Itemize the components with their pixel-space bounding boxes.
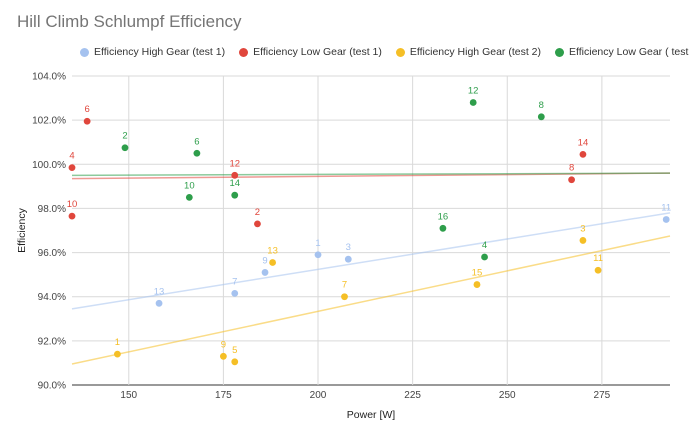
data-point[interactable]	[473, 281, 481, 288]
data-label: 14	[229, 178, 240, 189]
data-point[interactable]	[231, 191, 239, 199]
y-tick-label: 104.0%	[32, 72, 66, 83]
legend-marker	[239, 47, 249, 57]
y-axis-title: Efficiency	[16, 207, 28, 252]
legend-item-low-gear-test1[interactable]: Efficiency Low Gear (test 1)	[239, 46, 382, 58]
legend-label: Efficiency Low Gear ( test 2)	[569, 46, 690, 58]
data-label: 2	[122, 131, 127, 142]
data-label: 13	[267, 246, 278, 257]
data-label: 10	[67, 199, 78, 210]
x-tick-label: 200	[310, 390, 327, 401]
trendline-series-0	[71, 212, 671, 310]
data-point[interactable]	[121, 144, 129, 152]
x-axis-title: Power [W]	[347, 409, 396, 421]
legend-label: Efficiency Low Gear (test 1)	[253, 46, 382, 58]
data-point[interactable]	[155, 299, 163, 307]
data-label: 4	[482, 240, 487, 251]
data-label: 16	[438, 211, 449, 222]
data-label: 2	[255, 207, 260, 218]
data-label: 6	[84, 104, 89, 115]
grid	[72, 75, 670, 386]
data-point[interactable]	[537, 113, 545, 121]
data-point[interactable]	[481, 253, 488, 261]
data-label: 3	[580, 223, 585, 234]
data-label: 9	[221, 339, 226, 350]
data-label: 7	[342, 280, 347, 291]
x-tick-label: 150	[120, 390, 137, 401]
x-tick-label: 225	[404, 390, 421, 401]
data-point[interactable]	[469, 99, 477, 106]
y-tick-label: 102.0%	[32, 116, 66, 127]
data-point[interactable]	[439, 224, 447, 232]
trendlines	[71, 172, 671, 365]
data-point[interactable]	[219, 352, 227, 360]
legend-item-high-gear-test1[interactable]: Efficiency High Gear (test 1)	[80, 46, 225, 58]
legend-label: Efficiency High Gear (test 2)	[409, 46, 541, 58]
legend-label: Efficiency High Gear (test 1)	[94, 46, 226, 58]
data-point[interactable]	[193, 149, 201, 157]
data-label: 6	[194, 136, 199, 147]
data-label: 11	[593, 253, 603, 264]
data-point[interactable]	[254, 220, 261, 228]
data-point[interactable]	[68, 212, 76, 220]
y-tick-label: 100.0%	[32, 160, 66, 171]
y-tick-label: 98.0%	[38, 204, 66, 215]
y-tick-label: 90.0%	[38, 381, 66, 392]
chart-legend: Efficiency High Gear (test 1) Efficiency…	[80, 46, 690, 58]
y-tick-label: 96.0%	[38, 248, 66, 259]
data-point[interactable]	[68, 164, 76, 171]
legend-marker	[80, 47, 89, 57]
data-label: 13	[154, 286, 165, 297]
legend-item-high-gear-test2[interactable]: Efficiency High Gear (test 2)	[395, 46, 541, 58]
data-point[interactable]	[594, 266, 602, 274]
trendline-series-3	[71, 172, 671, 177]
data-point[interactable]	[185, 193, 193, 201]
data-point[interactable]	[114, 350, 121, 358]
axes: 90.0%92.0%94.0%96.0%98.0%100.0%102.0%104…	[32, 72, 611, 402]
data-label: 12	[468, 85, 479, 96]
x-tick-label: 175	[215, 390, 232, 401]
data-label: 12	[229, 158, 240, 169]
data-point[interactable]	[231, 290, 239, 297]
data-label: 9	[262, 255, 267, 266]
y-tick-label: 94.0%	[38, 292, 66, 303]
data-point[interactable]	[579, 237, 587, 244]
data-point[interactable]	[231, 358, 239, 366]
data-label: 1	[315, 238, 320, 249]
chart-title: Hill Climb Schlumpf Efficiency	[17, 12, 242, 31]
x-tick-label: 275	[594, 390, 611, 401]
y-tick-label: 92.0%	[38, 336, 66, 347]
data-point[interactable]	[579, 150, 587, 158]
data-point[interactable]	[344, 255, 352, 263]
data-label: 15	[472, 268, 483, 279]
data-point[interactable]	[568, 176, 575, 184]
legend-marker	[555, 47, 564, 57]
data-point[interactable]	[314, 251, 322, 259]
data-label: 8	[569, 163, 574, 174]
data-label: 3	[346, 242, 351, 253]
data-label: 8	[539, 100, 544, 111]
x-tick-label: 250	[499, 390, 516, 401]
data-label: 5	[232, 345, 237, 356]
data-label: 14	[578, 137, 589, 148]
data-point[interactable]	[269, 259, 276, 266]
data-label: 4	[69, 151, 74, 162]
data-label: 7	[232, 276, 237, 287]
legend-marker	[395, 47, 405, 57]
data-point[interactable]	[83, 117, 91, 125]
data-point[interactable]	[662, 216, 670, 223]
data-label: 10	[184, 180, 195, 191]
data-point[interactable]	[261, 269, 269, 276]
data-point[interactable]	[231, 171, 239, 179]
trendline-series-2	[71, 235, 671, 365]
data-point[interactable]	[341, 293, 348, 301]
data-label: 1	[115, 337, 120, 348]
legend-item-low-gear-test2[interactable]: Efficiency Low Gear ( test 2)	[555, 46, 690, 58]
data-label: 11	[661, 202, 671, 213]
